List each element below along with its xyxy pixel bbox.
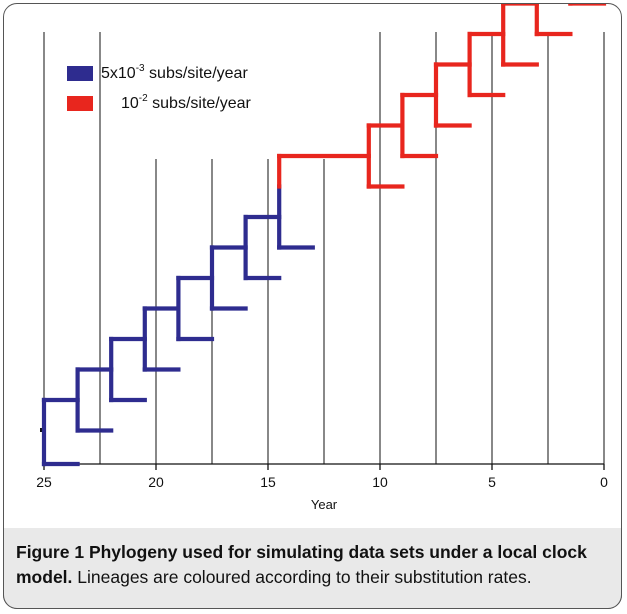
x-tick-label: 5 [488, 474, 496, 490]
caption-title: Phylogeny used for simulating data sets … [16, 542, 587, 587]
legend-swatch [67, 96, 93, 111]
figure-caption: Figure 1 Phylogeny used for simulating d… [3, 528, 622, 609]
x-tick-label: 15 [260, 474, 276, 490]
x-tick-label: 10 [372, 474, 388, 490]
x-tick-label: 25 [36, 474, 52, 490]
legend-swatch [67, 66, 93, 81]
x-tick-label: 0 [600, 474, 608, 490]
legend-label: 10-2 subs/site/year [121, 93, 252, 112]
caption-text: Figure 1 Phylogeny used for simulating d… [16, 540, 616, 590]
caption-body: Lineages are coloured according to their… [72, 567, 532, 587]
figure-frame: 25 20 15 10 5 0 Year 5x10-3 subs/site/year 10-2 … [3, 3, 622, 609]
x-axis-label: Year [311, 497, 338, 512]
legend-label: 5x10-3 subs/site/year [101, 63, 248, 82]
caption-label: Figure 1 [16, 542, 85, 562]
x-tick-label: 20 [148, 474, 164, 490]
phylogeny-chart: 25 20 15 10 5 0 Year 5x10-3 subs/site/year 10-2 … [36, 4, 608, 512]
root-marker [40, 428, 43, 432]
